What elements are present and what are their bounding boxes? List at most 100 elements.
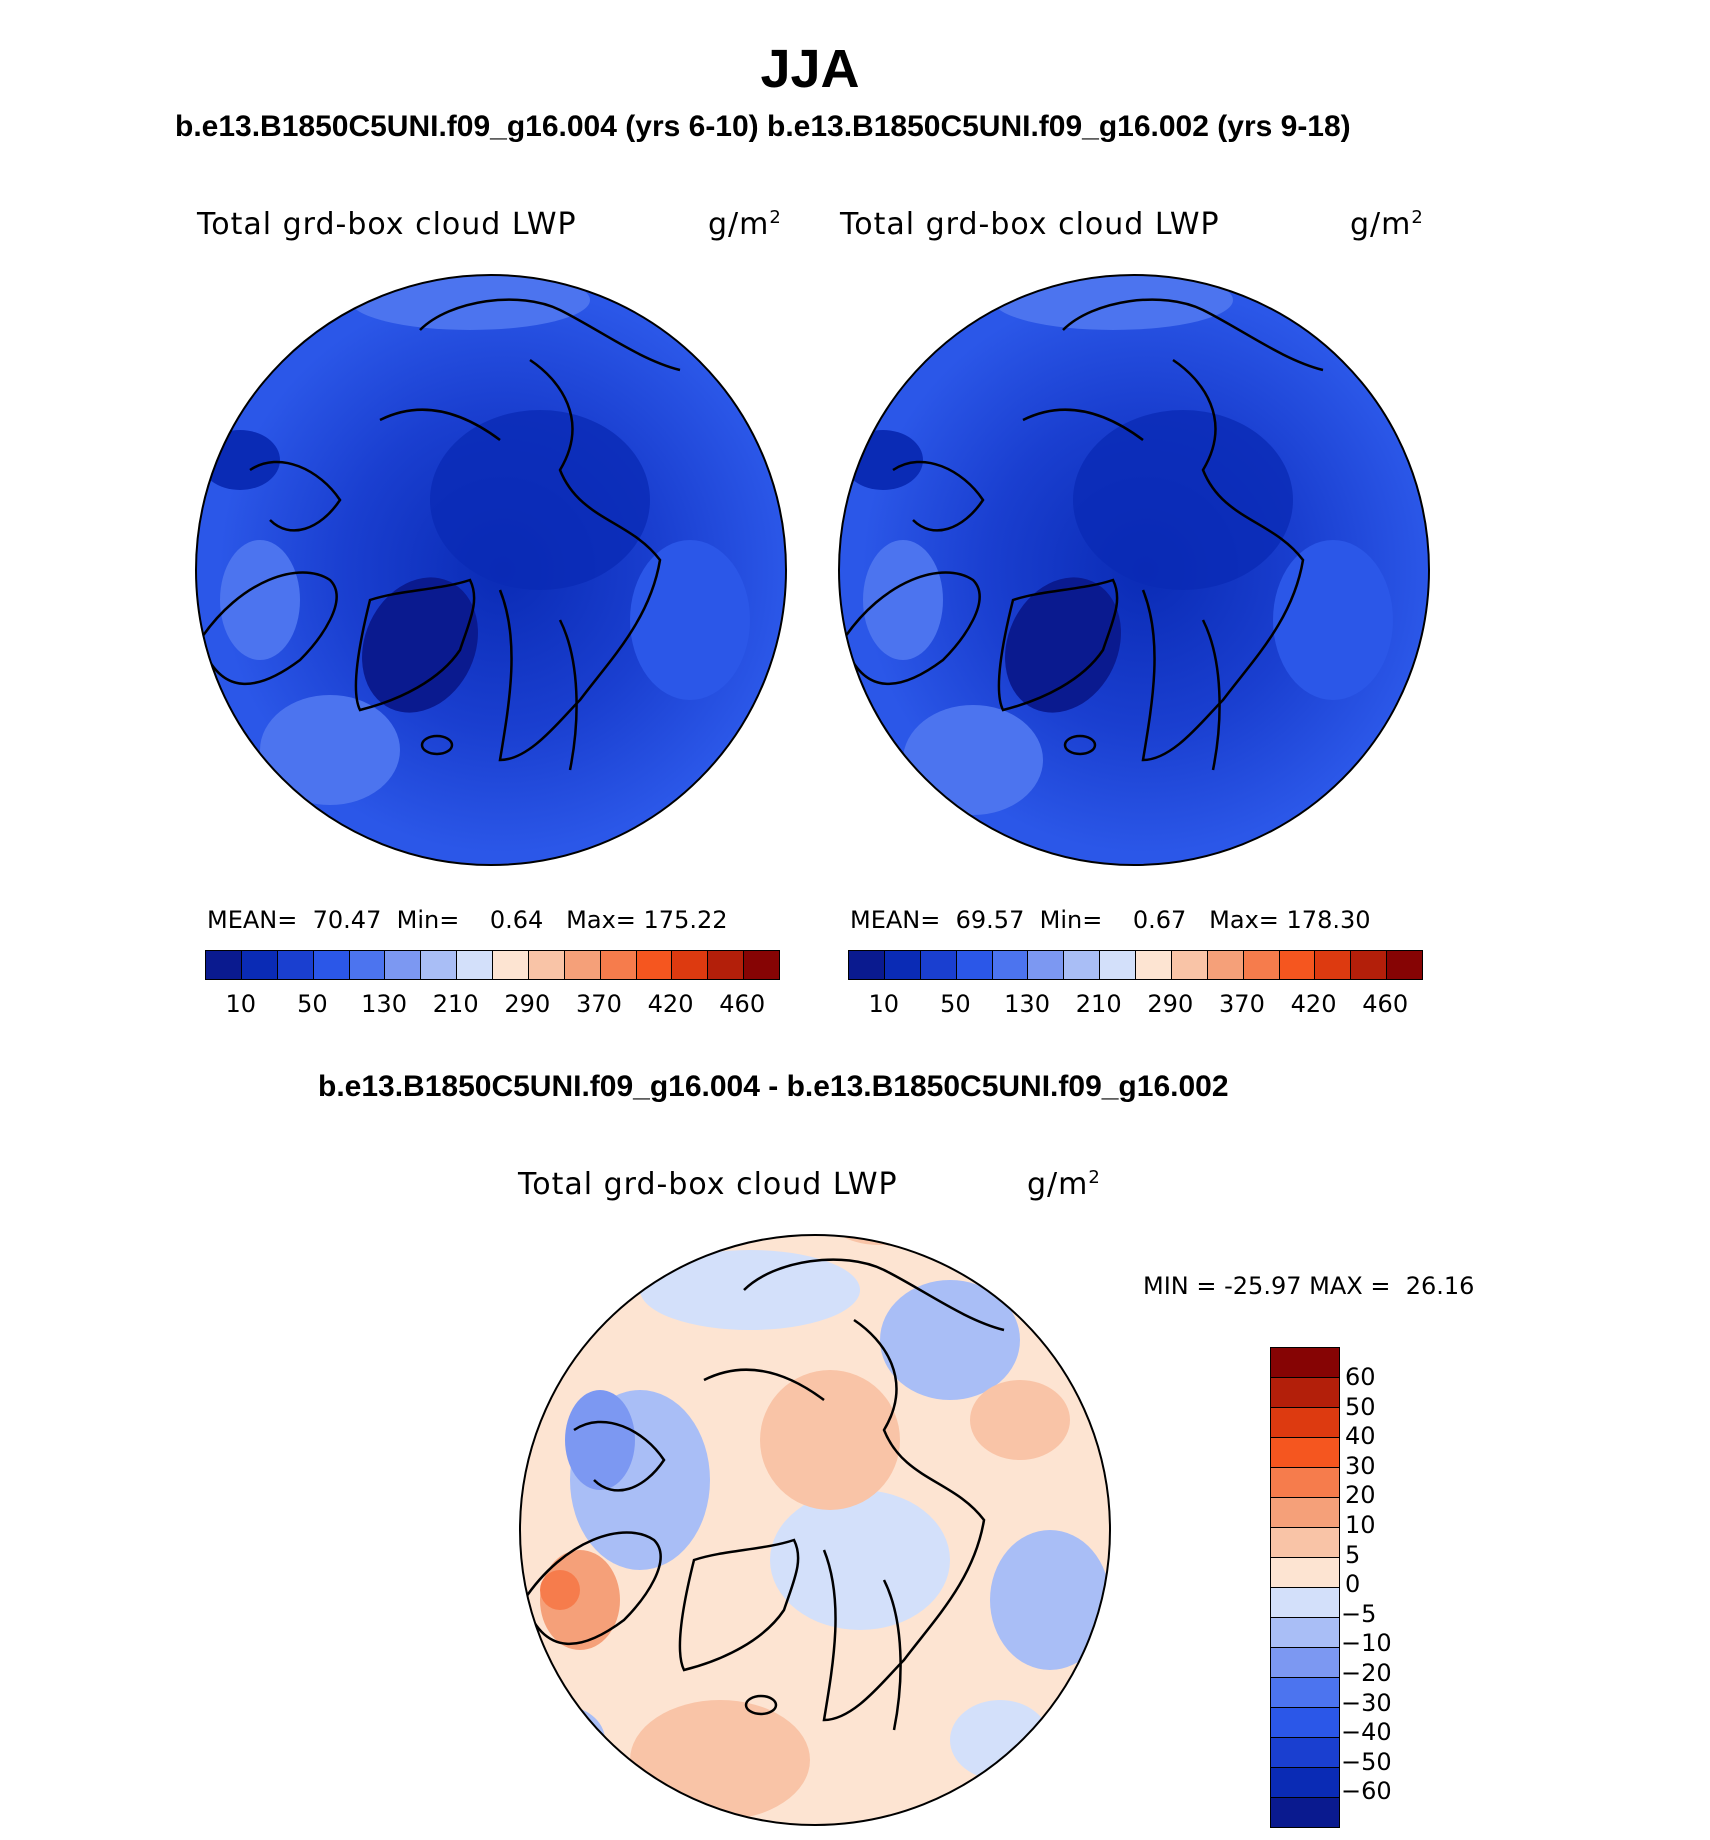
colorbar-segment	[1207, 951, 1244, 979]
colorbar-segment	[206, 951, 242, 979]
colorbar-segment	[1100, 951, 1136, 979]
colorbar-segment	[884, 951, 921, 979]
colorbar-tick-label: −60	[1341, 1777, 1392, 1806]
colorbar-tick-label: 10	[868, 990, 900, 1018]
colorbar-tick-label: −40	[1341, 1718, 1392, 1747]
colorbar-tick-label: 130	[1004, 990, 1050, 1018]
panel1-stats: MEAN= 70.47 Min= 0.64 Max= 175.22	[207, 906, 728, 934]
colorbar-tick-label: 20	[1345, 1481, 1376, 1510]
colorbar-segment	[1271, 1528, 1339, 1558]
colorbar-segment	[1271, 1558, 1339, 1588]
colorbar-segment	[1271, 1648, 1339, 1678]
page-title: JJA	[760, 39, 860, 99]
colorbar-segment	[708, 951, 745, 979]
colorbar-tick-label: 40	[1345, 1422, 1376, 1451]
colorbar-segment	[241, 951, 278, 979]
colorbar-segment	[992, 951, 1029, 979]
panel1-variable-label: Total grd-box cloud LWP	[197, 207, 577, 242]
colorbar-segment	[528, 951, 565, 979]
panel2-variable-label: Total grd-box cloud LWP	[840, 207, 1220, 242]
panel3-units-label: g/m2	[1027, 1167, 1101, 1202]
colorbar-tick-label: 290	[1147, 990, 1194, 1018]
colorbar-segment	[493, 951, 529, 979]
colorbar-tick-label: 0	[1345, 1570, 1361, 1599]
colorbar-tick-label: 420	[1290, 990, 1337, 1018]
colorbar-tick-label: 460	[1362, 990, 1409, 1018]
colorbar-tick-label: 130	[361, 990, 407, 1018]
colorbar-tick-label: −20	[1341, 1659, 1392, 1687]
panel2-coastlines	[841, 298, 1324, 771]
colorbar-segment	[1136, 951, 1172, 979]
colorbar-tick-label: −5	[1341, 1599, 1377, 1628]
panel1-greenland-low	[362, 577, 478, 713]
colorbar-tick-label: 370	[1219, 990, 1265, 1018]
panel1-colorbar	[205, 950, 780, 980]
colorbar-tick-label: 210	[1075, 990, 1122, 1018]
panel2-greenland-low	[1005, 577, 1121, 713]
colorbar-segment	[1271, 1738, 1339, 1768]
colorbar-segment	[849, 951, 885, 979]
colorbar-tick-label: 60	[1345, 1363, 1376, 1391]
colorbar-segment	[1064, 951, 1101, 979]
colorbar-segment	[744, 951, 779, 979]
colorbar-segment	[421, 951, 458, 979]
colorbar-segment	[313, 951, 350, 979]
colorbar-segment	[1271, 1468, 1339, 1498]
top-subtitle: b.e13.B1850C5UNI.f09_g16.004 (yrs 6-10) …	[175, 110, 1351, 143]
panel1-units-label: g/m2	[708, 207, 782, 242]
colorbar-tick-label: 5	[1345, 1540, 1361, 1569]
colorbar-segment	[1271, 1378, 1339, 1408]
colorbar-tick-label: 420	[647, 990, 694, 1018]
colorbar-tick-label: −30	[1341, 1688, 1392, 1717]
colorbar-tick-label: 370	[576, 990, 622, 1018]
colorbar-segment	[1171, 951, 1208, 979]
colorbar-segment	[1351, 951, 1388, 979]
colorbar-segment	[1243, 951, 1280, 979]
colorbar-segment	[1271, 1588, 1339, 1618]
colorbar-segment	[1271, 1678, 1339, 1708]
colorbar-segment	[1279, 951, 1316, 979]
colorbar-segment	[1271, 1408, 1339, 1438]
colorbar-tick-label: 50	[1345, 1392, 1376, 1421]
colorbar-tick-label: −10	[1341, 1629, 1392, 1658]
colorbar-tick-label: −50	[1341, 1747, 1392, 1776]
colorbar-segment	[385, 951, 422, 979]
colorbar-segment	[1271, 1618, 1339, 1648]
colorbar-segment	[1271, 1798, 1339, 1827]
colorbar-segment	[1271, 1348, 1339, 1378]
colorbar-tick-label: 10	[225, 990, 257, 1018]
colorbar-segment	[672, 951, 709, 979]
colorbar-tick-label: 50	[940, 990, 971, 1018]
difference-subtitle: b.e13.B1850C5UNI.f09_g16.004 - b.e13.B18…	[318, 1070, 1229, 1103]
panel3-coastlines	[522, 1258, 1005, 1731]
colorbar-segment	[1387, 951, 1422, 979]
colorbar-segment	[277, 951, 314, 979]
colorbar-segment	[564, 951, 601, 979]
panel3-stats: MIN = -25.97 MAX = 26.16	[1143, 1272, 1475, 1300]
colorbar-segment	[1271, 1708, 1339, 1738]
colorbar-tick-label: 210	[432, 990, 479, 1018]
panel3-variable-label: Total grd-box cloud LWP	[518, 1167, 898, 1202]
colorbar-segment	[1271, 1498, 1339, 1528]
colorbar-segment	[636, 951, 673, 979]
colorbar-segment	[600, 951, 637, 979]
panel1-coastlines	[198, 298, 681, 771]
panel2-colorbar	[848, 950, 1423, 980]
colorbar-tick-label: 30	[1345, 1451, 1376, 1480]
panel2-stats: MEAN= 69.57 Min= 0.67 Max= 178.30	[850, 906, 1371, 934]
colorbar-tick-label: 10	[1345, 1511, 1376, 1539]
colorbar-segment	[1028, 951, 1065, 979]
panel3-colorbar	[1270, 1347, 1340, 1828]
colorbar-tick-label: 50	[297, 990, 328, 1018]
colorbar-tick-label: 290	[504, 990, 551, 1018]
colorbar-tick-label: 460	[719, 990, 766, 1018]
panel2-units-label: g/m2	[1350, 207, 1424, 242]
colorbar-segment	[349, 951, 386, 979]
colorbar-segment	[457, 951, 493, 979]
colorbar-segment	[920, 951, 957, 979]
colorbar-segment	[1271, 1768, 1339, 1798]
colorbar-segment	[1271, 1438, 1339, 1468]
